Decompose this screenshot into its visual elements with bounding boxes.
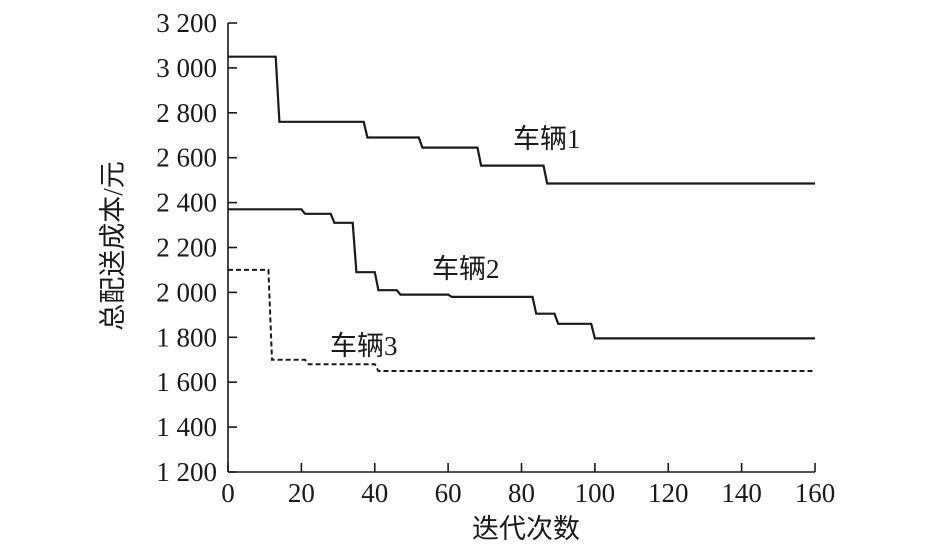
- y-tick-label: 1 400: [156, 412, 217, 442]
- x-tick-label: 140: [721, 478, 762, 508]
- x-tick-label: 20: [288, 478, 315, 508]
- x-axis-title: 迭代次数: [472, 514, 580, 544]
- y-tick-label: 1 600: [156, 367, 217, 397]
- y-tick-label: 2 400: [156, 188, 217, 218]
- y-tick-label: 3 200: [156, 8, 217, 38]
- y-axis-title: 总配送成本/元: [98, 161, 128, 331]
- series-labels: 车辆1 车辆2 车辆3: [330, 124, 581, 361]
- x-tick-label: 40: [361, 478, 388, 508]
- x-tick-label: 60: [435, 478, 462, 508]
- y-tick-label: 1 800: [156, 322, 217, 352]
- series-line-3: [228, 268, 815, 372]
- x-tick-label: 80: [508, 478, 535, 508]
- y-tick-label: 2 600: [156, 143, 217, 173]
- series-group: [228, 55, 815, 372]
- y-tick-label: 2 200: [156, 233, 217, 263]
- x-tick-label: 120: [648, 478, 689, 508]
- axes: 1 200 1 400 1 600 1 800 2 000 2 200 2 400 2 600…: [156, 8, 835, 508]
- series-line-1: [228, 55, 815, 185]
- x-tick-label: 0: [221, 478, 235, 508]
- y-tick-label: 3 000: [156, 53, 217, 83]
- series-label-2: 车辆2: [432, 254, 500, 284]
- y-tick-label: 2 800: [156, 98, 217, 128]
- series-line-2: [228, 208, 815, 340]
- series-label-3: 车辆3: [330, 331, 398, 361]
- x-tick-label: 160: [795, 478, 836, 508]
- series-label-1: 车辆1: [513, 124, 581, 154]
- x-tick-label: 100: [575, 478, 616, 508]
- y-tick-label: 2 000: [156, 277, 217, 307]
- y-tick-label: 1 200: [156, 457, 217, 487]
